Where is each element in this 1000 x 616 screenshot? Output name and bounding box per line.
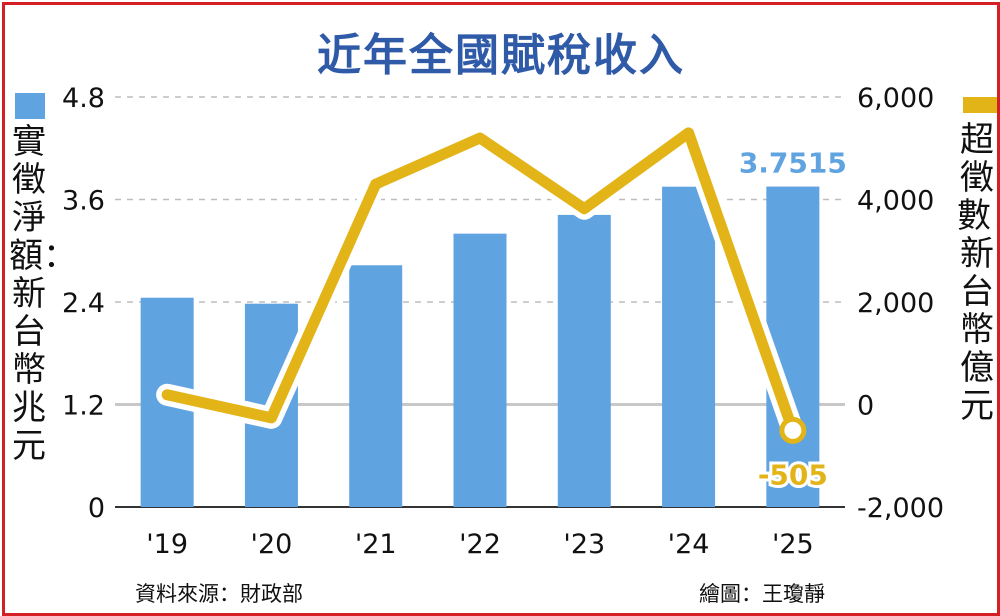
x-tick-label: '19 <box>146 529 188 560</box>
x-tick-label: '22 <box>459 529 501 560</box>
right-tick-label: 4,000 <box>857 186 934 217</box>
credit-note: 繪圖：王瓊靜 <box>699 582 825 606</box>
left-tick-label: 4.8 <box>62 83 105 114</box>
left-tick-label: 1.2 <box>62 391 105 422</box>
bar-legend-swatch <box>15 93 45 119</box>
line-path <box>161 127 799 436</box>
right-tick-label: 6,000 <box>857 83 934 114</box>
x-tick-label: '24 <box>668 529 710 560</box>
right-tick-label: 2,000 <box>857 288 934 319</box>
right-tick-label: 0 <box>857 391 874 422</box>
source-note: 資料來源：財政部 <box>135 582 303 606</box>
left-tick-label: 2.4 <box>62 288 105 319</box>
line-legend-swatch <box>963 97 997 113</box>
right-axis-label: 超徵數：新台幣億元 <box>957 120 997 426</box>
bar-series <box>140 186 820 507</box>
tick-labels: 0 1.2 2.4 3.6 4.8 -2,000 0 2,000 4,000 6,000 '19 '2… <box>62 83 944 560</box>
bar-5 <box>662 186 716 507</box>
combo-chart: 0 1.2 2.4 3.6 4.8 -2,000 0 2,000 4,000 6,000 '19 '2… <box>62 83 944 560</box>
bar-2 <box>349 265 403 507</box>
right-tick-label: -2,000 <box>857 493 944 524</box>
line-data-label: -505 <box>758 458 828 491</box>
left-tick-label: 3.6 <box>62 186 105 217</box>
line-series <box>156 121 807 444</box>
line-end-marker <box>779 416 807 444</box>
bar-4 <box>557 214 611 507</box>
bar-data-label: 3.7515 <box>739 147 847 180</box>
left-tick-label: 0 <box>88 493 105 524</box>
bar-3 <box>453 233 507 507</box>
x-tick-label: '25 <box>772 529 814 560</box>
x-tick-label: '21 <box>355 529 397 560</box>
x-tick-label: '20 <box>251 529 293 560</box>
chart-title: 近年全國賦稅收入 <box>317 30 685 81</box>
data-labels: 3.7515 -505 <box>739 147 847 495</box>
x-tick-label: '23 <box>563 529 605 560</box>
